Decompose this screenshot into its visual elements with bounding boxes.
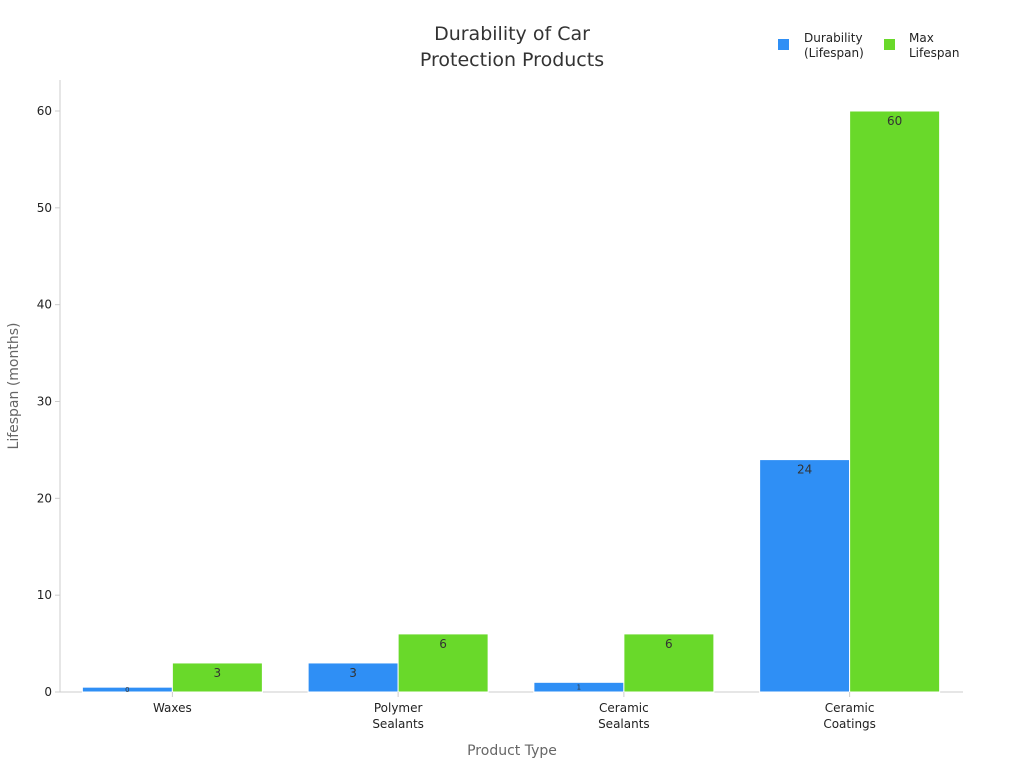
data-label-series-0-category-1: 3 [349, 666, 357, 680]
chart-title-line-2: Protection Products [420, 49, 604, 71]
bar-series-1-category-1 [397, 633, 489, 693]
data-label-series-0-category-3: 24 [797, 463, 812, 477]
legend-label-max-lifespan-line-2: Lifespan [909, 46, 959, 60]
data-label-series-1-category-1: 6 [439, 637, 447, 651]
x-tick-label: Ceramic [825, 701, 875, 715]
x-axis-title: Product Type [467, 743, 557, 759]
bar-series-1-category-2 [623, 633, 715, 693]
legend-swatch-durability [778, 39, 789, 50]
legend-label-durability-line-2: (Lifespan) [804, 46, 864, 60]
bar-series-0-category-1 [307, 662, 399, 693]
data-label-series-0-category-2: 1 [577, 684, 581, 692]
chart-title-line-1: Durability of Car [434, 23, 590, 45]
legend-swatch-max-lifespan [884, 39, 895, 50]
bar-series-1-category-0 [171, 662, 263, 693]
y-tick-label: 40 [37, 298, 52, 312]
y-axis-ticks: 0 10 20 30 40 50 60 [37, 104, 60, 699]
data-label-series-1-category-0: 3 [214, 666, 222, 680]
legend-label-max-lifespan-line-1: Max [909, 31, 934, 45]
y-tick-label: 50 [37, 201, 52, 215]
y-tick-label: 30 [37, 395, 52, 409]
y-tick-label: 60 [37, 104, 52, 118]
y-tick-label: 0 [44, 685, 52, 699]
legend: Durability (Lifespan) Max Lifespan [778, 31, 959, 60]
y-tick-label: 20 [37, 491, 52, 505]
bar-series-1-category-3 [849, 110, 941, 693]
data-labels: 0 3 3 6 1 6 24 60 [125, 114, 902, 694]
x-tick-label: Polymer [374, 701, 423, 715]
legend-label-durability-line-1: Durability [804, 31, 863, 45]
data-label-series-0-category-0: 0 [125, 686, 129, 694]
chart-title: Durability of Car Protection Products [420, 23, 604, 71]
x-tick-label: Sealants [372, 717, 424, 731]
x-tick-label: Coatings [823, 717, 876, 731]
data-label-series-1-category-2: 6 [665, 637, 673, 651]
bars [81, 110, 941, 693]
x-tick-label: Waxes [153, 701, 192, 715]
bar-series-0-category-3 [759, 459, 851, 693]
x-axis-ticks: Waxes Polymer Sealants Ceramic Sealants Ceram… [153, 692, 876, 731]
y-axis-title: Lifespan (months) [6, 323, 22, 450]
y-tick-label: 10 [37, 588, 52, 602]
data-label-series-1-category-3: 60 [887, 114, 902, 128]
x-tick-label: Ceramic [599, 701, 649, 715]
x-tick-label: Sealants [598, 717, 650, 731]
